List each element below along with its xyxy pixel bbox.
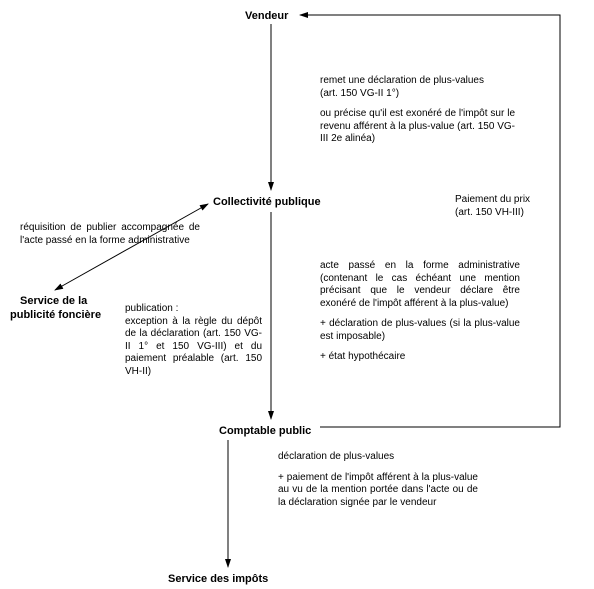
t1-line3: ou précise qu'il est exonéré de l'impôt … — [320, 108, 515, 146]
t6-line2: + paiement de l'impôt afférent à la plus… — [278, 472, 478, 510]
text-requisition: réquisition de publier accompagnée de l'… — [20, 222, 200, 247]
text-acte-administratif: acte passé en la forme administrative (c… — [320, 260, 520, 364]
node-comptable: Comptable public — [219, 425, 311, 437]
t4-line2: exception à la règle du dépôt de la décl… — [125, 316, 262, 379]
text-declaration-plus-values: remet une déclaration de plus-values (ar… — [320, 75, 515, 146]
edge-collectivite-servicepf — [55, 204, 208, 290]
t4-line1: publication : — [125, 303, 262, 316]
node-collectivite: Collectivité publique — [213, 196, 321, 208]
t6-line1: déclaration de plus-values — [278, 451, 478, 464]
t1-line2: (art. 150 VG-II 1°) — [320, 88, 515, 101]
text-publication: publication : exception à la règle du dé… — [125, 303, 262, 378]
text-declaration-comptable: déclaration de plus-values + paiement de… — [278, 451, 478, 509]
t5-line3: + état hypothécaire — [320, 351, 520, 364]
node-service-impots: Service des impôts — [168, 573, 268, 585]
text-paiement-prix: Paiement du prix (art. 150 VH-III) — [455, 194, 565, 219]
node-service-pf-l1: Service de la — [20, 295, 87, 307]
t1-line1: remet une déclaration de plus-values — [320, 75, 515, 88]
t2-line2: (art. 150 VH-III) — [455, 207, 565, 220]
t5-line1: acte passé en la forme administrative (c… — [320, 260, 520, 310]
node-vendeur: Vendeur — [245, 10, 288, 22]
node-service-pf-l2: publicité foncière — [10, 309, 101, 321]
t5-line2: + déclaration de plus-values (si la plus… — [320, 318, 520, 343]
t2-line1: Paiement du prix — [455, 194, 565, 207]
